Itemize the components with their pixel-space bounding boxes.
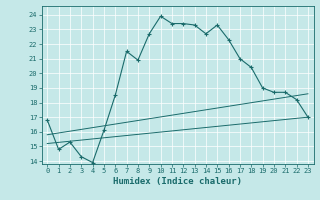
- X-axis label: Humidex (Indice chaleur): Humidex (Indice chaleur): [113, 177, 242, 186]
